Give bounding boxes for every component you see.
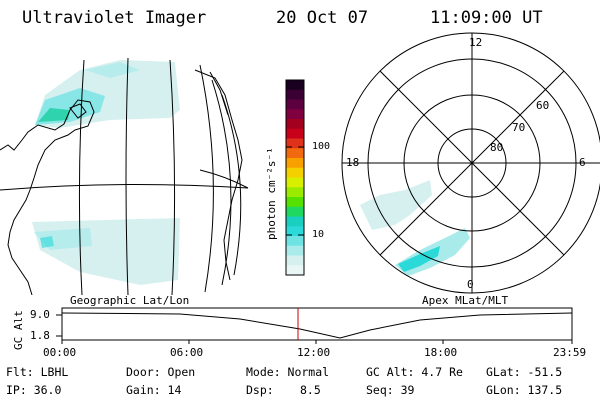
altitude-plot xyxy=(56,307,573,344)
coastlines xyxy=(0,69,243,295)
param-dsp-label: Dsp: xyxy=(246,383,274,397)
mlat-label-60: 60 xyxy=(536,99,550,112)
colorbar-swatch xyxy=(286,236,304,247)
colorbar-swatch xyxy=(286,128,304,139)
colorbar-swatch xyxy=(286,245,304,256)
xtick-1200: 12:00 xyxy=(297,346,331,359)
colorbar-swatch xyxy=(286,109,304,120)
colorbar-tick-10: 10 xyxy=(312,229,325,240)
colorbar-swatch xyxy=(286,206,304,217)
colorbar-swatch xyxy=(286,197,304,208)
colorbar xyxy=(285,79,305,276)
param-mode: Mode: Normal xyxy=(246,365,330,379)
colorbar-swatch xyxy=(286,226,304,237)
mlt-label-12: 12 xyxy=(469,36,483,49)
xtick-0600: 06:00 xyxy=(170,346,204,359)
xtick-0000: 00:00 xyxy=(43,346,77,359)
param-door: Door: Open xyxy=(126,365,196,379)
apex-label: Apex MLat/MLT xyxy=(422,294,509,307)
alt-ytick-1-8: 1.8 xyxy=(30,329,50,342)
geographic-label: Geographic Lat/Lon xyxy=(70,294,190,307)
param-dsp-value: 8.5 xyxy=(300,383,321,397)
uv-emission-upper xyxy=(35,60,180,128)
mlt-label-6: 6 xyxy=(579,156,586,169)
colorbar-unit-label: photon cm⁻²s⁻¹ xyxy=(265,147,278,240)
param-gc-alt: GC Alt: 4.7 Re xyxy=(366,365,463,379)
polar-map xyxy=(341,32,600,294)
colorbar-swatch xyxy=(286,89,304,100)
mlt-label-18: 18 xyxy=(346,156,360,169)
colorbar-swatch xyxy=(286,158,304,169)
alt-ylabel: GC Alt xyxy=(12,310,25,350)
xtick-1800: 18:00 xyxy=(424,346,458,359)
param-glat: GLat: -51.5 xyxy=(486,365,563,379)
colorbar-swatch xyxy=(286,148,304,159)
geographic-map xyxy=(0,57,249,295)
param-gain: Gain: 14 xyxy=(126,383,182,397)
instrument-title: Ultraviolet Imager xyxy=(22,8,207,28)
param-ip: IP: 36.0 xyxy=(6,383,62,397)
colorbar-swatch xyxy=(286,187,304,198)
colorbar-swatch xyxy=(286,119,304,130)
time-label: 11:09:00 UT xyxy=(430,8,543,28)
colorbar-swatch xyxy=(286,167,304,178)
param-seq: Seq: 39 xyxy=(366,383,415,397)
polar-diagonal-2 xyxy=(379,70,565,256)
mlat-label-80: 80 xyxy=(490,141,504,154)
xtick-2359: 23:59 xyxy=(553,346,587,359)
colorbar-swatch xyxy=(286,255,304,266)
mlat-label-70: 70 xyxy=(512,121,526,134)
mlt-label-0: 0 xyxy=(467,278,474,291)
colorbar-ticks xyxy=(286,146,304,236)
colorbar-swatch xyxy=(286,99,304,110)
date-label: 20 Oct 07 xyxy=(276,8,369,28)
colorbar-swatch xyxy=(286,216,304,227)
colorbar-tick-100: 100 xyxy=(312,141,331,152)
param-glon: GLon: 137.5 xyxy=(486,383,563,397)
colorbar-outline xyxy=(285,79,305,276)
colorbar-swatch xyxy=(286,177,304,188)
colorbar-swatch xyxy=(286,265,304,276)
colorbar-swatch xyxy=(286,138,304,149)
param-flt: Flt: LBHL xyxy=(6,365,69,379)
alt-ytick-9: 9.0 xyxy=(30,308,50,321)
colorbar-swatch xyxy=(286,80,304,91)
uv-emission-lower xyxy=(32,218,180,285)
lat-lon-grid xyxy=(0,57,249,295)
